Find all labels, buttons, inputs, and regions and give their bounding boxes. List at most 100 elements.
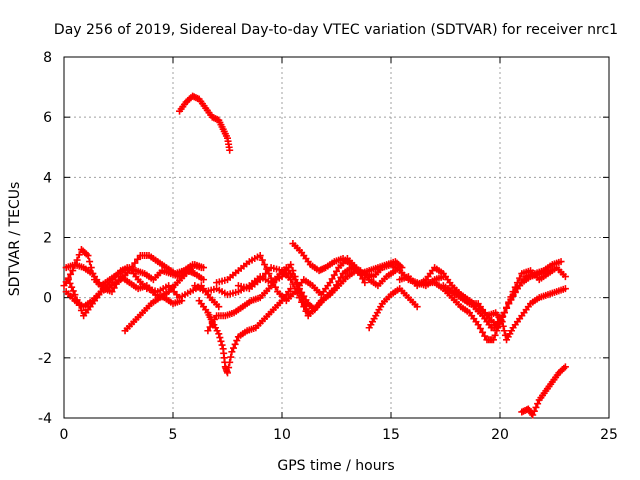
series-track-17 (452, 267, 552, 332)
data-point (71, 291, 79, 299)
data-point (544, 267, 552, 275)
data-point (200, 276, 208, 284)
data-point (293, 289, 301, 297)
x-tick-label: 10 (273, 427, 291, 443)
data-point (218, 341, 226, 349)
y-tick-label: -2 (38, 351, 52, 367)
y-tick-label: -4 (38, 411, 52, 427)
data-point (326, 279, 334, 287)
data-point (229, 344, 237, 352)
data-point (226, 146, 234, 154)
data-point (507, 295, 515, 303)
data-point (271, 283, 279, 291)
x-tick-label: 5 (169, 427, 178, 443)
data-point (108, 288, 116, 296)
y-tick-label: 2 (43, 231, 52, 247)
x-tick-label: 20 (491, 427, 509, 443)
series-track-4 (62, 264, 223, 311)
data-point (228, 348, 236, 356)
data-point (261, 261, 269, 269)
data-point (479, 328, 487, 336)
data-point (267, 274, 275, 282)
data-point (291, 273, 299, 281)
data-series (60, 92, 569, 419)
grid (64, 57, 609, 418)
data-point (66, 279, 74, 287)
series-track-16 (439, 282, 569, 344)
y-axis-label: SDTVAR / TECUs (7, 182, 23, 297)
data-point (225, 364, 233, 372)
data-point (561, 285, 569, 293)
data-point (497, 316, 505, 324)
data-point (86, 258, 94, 266)
data-point (200, 264, 208, 272)
data-point (530, 407, 538, 415)
data-point (291, 285, 299, 293)
data-point (398, 264, 406, 272)
data-point (69, 287, 77, 295)
data-point (295, 294, 303, 302)
data-point (287, 261, 295, 269)
data-point (500, 327, 508, 335)
data-point (84, 252, 92, 260)
data-point (359, 275, 367, 283)
series-track-18 (518, 363, 569, 419)
data-point (557, 258, 565, 266)
x-tick-label: 25 (600, 427, 618, 443)
series-track-5 (121, 261, 208, 335)
data-point (532, 403, 540, 411)
data-point (391, 267, 399, 275)
data-point (302, 307, 310, 315)
data-point (258, 256, 266, 264)
data-point (481, 332, 489, 340)
data-point (330, 285, 338, 293)
data-point (474, 321, 482, 329)
data-point (64, 276, 72, 284)
data-point (216, 334, 224, 342)
data-point (489, 336, 497, 344)
data-point (75, 251, 83, 259)
y-tick-label: 0 (43, 291, 52, 307)
chart-title: Day 256 of 2019, Sidereal Day-to-day VTE… (54, 22, 618, 38)
data-point (516, 274, 524, 282)
data-point (68, 283, 76, 291)
data-point (215, 330, 223, 338)
x-tick-label: 0 (60, 427, 69, 443)
data-point (413, 303, 421, 311)
data-point (210, 315, 218, 323)
data-point (217, 337, 225, 345)
series-track-12 (289, 240, 406, 278)
data-point (505, 300, 513, 308)
data-point (491, 331, 499, 339)
x-tick-label: 15 (382, 427, 400, 443)
data-point (298, 298, 306, 306)
data-point (494, 324, 502, 332)
data-point (224, 369, 231, 377)
data-point (500, 309, 508, 317)
data-point (495, 320, 503, 328)
series-track-13 (365, 285, 421, 332)
data-point (337, 273, 345, 281)
data-point (131, 259, 139, 267)
data-point (529, 411, 537, 419)
data-point (227, 353, 235, 361)
data-point (335, 277, 343, 285)
data-point (134, 255, 142, 263)
data-point (67, 270, 75, 278)
data-point (330, 271, 338, 279)
data-point (208, 319, 216, 327)
data-point (333, 267, 340, 275)
data-point (503, 304, 511, 312)
data-point (561, 273, 569, 281)
data-point (204, 327, 212, 335)
data-point (269, 279, 277, 287)
x-axis-label: GPS time / hours (277, 458, 394, 474)
data-point (476, 325, 484, 333)
data-point (289, 280, 297, 288)
data-point (328, 275, 336, 283)
data-point (233, 337, 241, 345)
data-point (499, 312, 507, 320)
y-tick-label: 4 (43, 170, 52, 186)
series-track-6 (176, 92, 234, 154)
data-point (215, 303, 223, 311)
